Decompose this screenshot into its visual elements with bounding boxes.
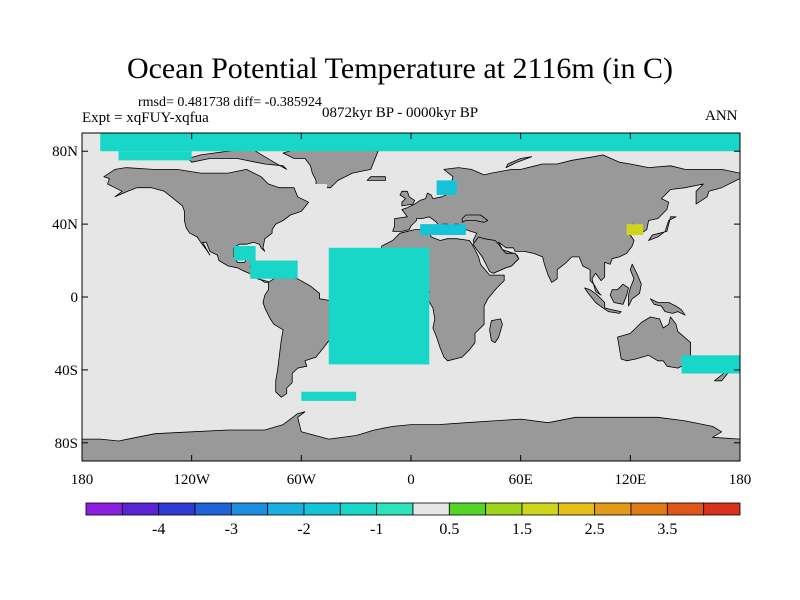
season-label: ANN: [705, 108, 738, 124]
anomaly-layer: [100, 133, 740, 401]
colorbar-box: [630, 502, 668, 516]
anomaly-region: [436, 180, 457, 195]
anomaly-region: [233, 245, 256, 261]
y-tick-label: 40S: [55, 363, 78, 379]
experiment-label: Expt = xqFUY-xqfua: [82, 110, 209, 126]
chart-title: Ocean Potential Temperature at 2116m (in…: [126, 52, 674, 85]
x-tick-label: 120W: [173, 472, 211, 488]
anomaly-region: [310, 184, 327, 192]
colorbar-tick-label: -4: [152, 521, 165, 538]
land-madagascar: [489, 318, 503, 344]
land-britain: [399, 190, 416, 207]
land-japan: [648, 216, 677, 241]
colorbar: -4 -3 -2 -1 0.5 1.5 2.5 3.5: [85, 502, 741, 538]
land-borneo: [609, 283, 629, 305]
colorbar-box: [412, 502, 450, 516]
colorbar-tick-label: -1: [370, 521, 383, 538]
anomaly-region: [420, 224, 466, 236]
colorbar-box: [158, 502, 196, 516]
colorbar-box: [557, 502, 596, 516]
colorbar-tick-label: -2: [297, 521, 310, 538]
colorbar-box: [703, 502, 741, 516]
x-tick-label: 60E: [509, 472, 533, 488]
colorbar-tick-label: -3: [225, 521, 238, 538]
land-canadian-archipelago: [187, 145, 288, 170]
land-sumatra-java: [584, 287, 622, 314]
x-tick-label: 120E: [614, 472, 646, 488]
anomaly-region: [118, 151, 192, 161]
anomaly-region: [626, 224, 644, 236]
x-tick-label: 0: [407, 472, 415, 488]
colorbar-tick-label: 0.5: [439, 521, 459, 538]
land-black-caspian-gap: [461, 214, 489, 223]
land-novaya-zemlya-svalbard: [505, 156, 532, 169]
colorbar-box: [666, 502, 705, 516]
colorbar-box: [85, 502, 123, 516]
land-new-guinea: [650, 298, 686, 316]
y-tick-label: 40N: [52, 217, 78, 233]
land-sulawesi-philippines: [628, 263, 642, 307]
colorbar-box: [339, 502, 378, 516]
land-australia: [617, 316, 691, 369]
y-axis: 80N 40N 0 40S 80S: [52, 144, 740, 452]
anomaly-region: [100, 133, 740, 152]
y-tick-label: 80S: [55, 436, 78, 452]
colorbar-box: [267, 502, 305, 516]
land-arabia: [472, 236, 520, 274]
colorbar-box: [376, 502, 414, 516]
x-axis: 180 120W 60W 0 60E 120E 180: [71, 133, 752, 488]
land-layer: [82, 145, 740, 461]
colorbar-tick-label: 2.5: [585, 521, 605, 538]
y-tick-label: 0: [71, 290, 79, 306]
land-iceland: [366, 176, 386, 181]
x-tick-label: 60W: [287, 472, 317, 488]
colorbar-box: [594, 502, 632, 516]
y-tick-label: 80N: [52, 144, 78, 160]
colorbar-tick-label: 3.5: [657, 521, 677, 538]
anomaly-region: [328, 247, 430, 365]
colorbar-box: [448, 502, 487, 516]
period-label: 0872kyr BP - 0000kyr BP: [322, 105, 479, 121]
colorbar-box: [121, 502, 160, 516]
colorbar-box: [194, 502, 232, 516]
land-antarctica: [82, 411, 740, 461]
x-tick-label: 180: [729, 472, 752, 488]
anomaly-region: [301, 391, 357, 401]
map-plot-area: [82, 133, 740, 461]
colorbar-box: [230, 502, 269, 516]
colorbar-box: [303, 502, 341, 516]
anomaly-region: [681, 355, 740, 374]
x-tick-label: 180: [71, 472, 94, 488]
anomaly-region: [250, 260, 298, 279]
colorbar-tick-label: 1.5: [512, 521, 532, 538]
rmsd-diff-label: rmsd= 0.481738 diff= -0.385924: [138, 95, 322, 110]
colorbar-box: [521, 502, 559, 516]
colorbar-box: [485, 502, 523, 516]
